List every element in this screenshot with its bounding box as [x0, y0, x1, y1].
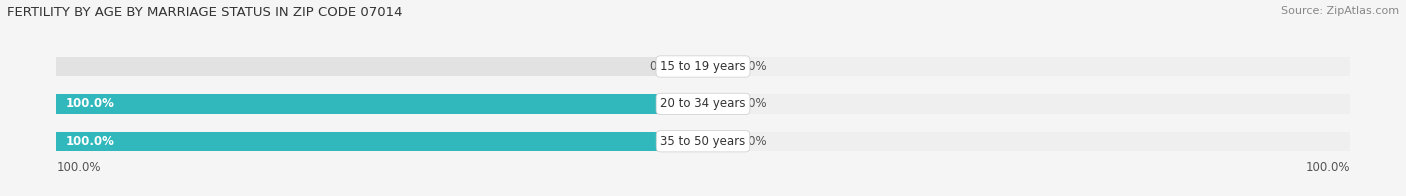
Bar: [683, 57, 703, 76]
Bar: [56, 94, 703, 114]
Text: 20 to 34 years: 20 to 34 years: [661, 97, 745, 110]
Bar: [56, 94, 703, 114]
Bar: [56, 132, 703, 151]
Bar: [703, 94, 1350, 114]
Bar: [56, 132, 703, 151]
Text: Source: ZipAtlas.com: Source: ZipAtlas.com: [1281, 6, 1399, 16]
Text: 100.0%: 100.0%: [66, 97, 115, 110]
Text: 35 to 50 years: 35 to 50 years: [661, 135, 745, 148]
Text: 0.0%: 0.0%: [737, 60, 766, 73]
Text: FERTILITY BY AGE BY MARRIAGE STATUS IN ZIP CODE 07014: FERTILITY BY AGE BY MARRIAGE STATUS IN Z…: [7, 6, 402, 19]
Bar: [703, 94, 733, 114]
Text: 0.0%: 0.0%: [737, 97, 766, 110]
Bar: [703, 132, 1350, 151]
Text: 100.0%: 100.0%: [1305, 161, 1350, 174]
Bar: [703, 57, 733, 76]
Text: 100.0%: 100.0%: [56, 161, 101, 174]
Text: 0.0%: 0.0%: [648, 60, 679, 73]
Text: 100.0%: 100.0%: [66, 135, 115, 148]
Bar: [703, 57, 1350, 76]
Bar: [56, 57, 703, 76]
Text: 15 to 19 years: 15 to 19 years: [661, 60, 745, 73]
Bar: [703, 132, 733, 151]
Text: 0.0%: 0.0%: [737, 135, 766, 148]
